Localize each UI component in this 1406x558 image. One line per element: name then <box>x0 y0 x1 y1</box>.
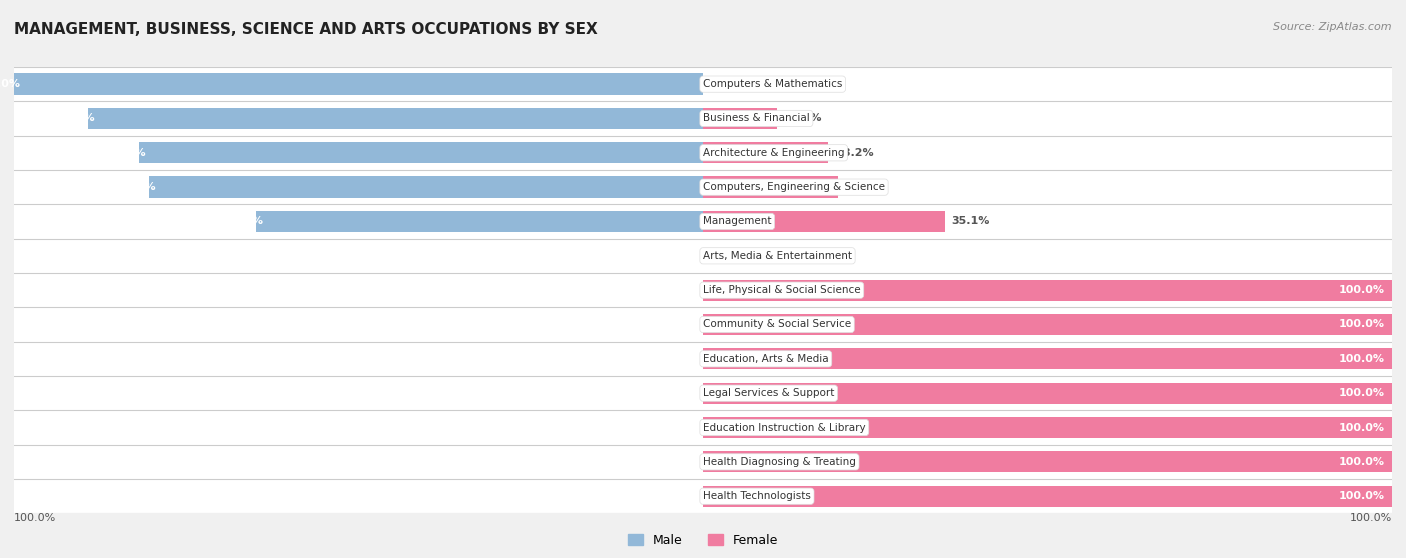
Bar <box>703 417 1392 438</box>
Bar <box>703 273 1392 307</box>
Text: 0.0%: 0.0% <box>700 354 730 364</box>
Bar <box>14 239 703 273</box>
Text: 100.0%: 100.0% <box>1339 354 1385 364</box>
Text: Health Technologists: Health Technologists <box>703 491 811 501</box>
Bar <box>703 451 1392 473</box>
Bar <box>703 102 1392 136</box>
Text: Community & Social Service: Community & Social Service <box>703 320 851 329</box>
Text: 81.8%: 81.8% <box>108 148 146 158</box>
Text: 0.0%: 0.0% <box>700 422 730 432</box>
Bar <box>139 142 703 163</box>
Text: Legal Services & Support: Legal Services & Support <box>703 388 834 398</box>
Text: 100.0%: 100.0% <box>1339 285 1385 295</box>
Text: 0.0%: 0.0% <box>700 251 730 261</box>
Text: Management: Management <box>703 217 772 227</box>
Bar <box>14 102 703 136</box>
Bar <box>149 176 703 198</box>
Bar <box>703 479 1392 513</box>
Bar <box>703 376 1392 410</box>
Text: 19.6%: 19.6% <box>845 182 884 192</box>
Text: 100.0%: 100.0% <box>1339 388 1385 398</box>
Legend: Male, Female: Male, Female <box>623 529 783 552</box>
Bar <box>703 280 1392 301</box>
Bar <box>703 136 1392 170</box>
Text: 18.2%: 18.2% <box>835 148 875 158</box>
Bar <box>703 108 776 129</box>
Text: Computers, Engineering & Science: Computers, Engineering & Science <box>703 182 884 192</box>
Text: Business & Financial: Business & Financial <box>703 113 810 123</box>
Bar <box>703 204 1392 239</box>
Bar <box>14 479 703 513</box>
Bar <box>14 74 703 95</box>
Text: Education, Arts & Media: Education, Arts & Media <box>703 354 828 364</box>
Text: 35.1%: 35.1% <box>952 217 990 227</box>
Bar <box>703 170 1392 204</box>
Bar <box>256 211 703 232</box>
Text: 10.7%: 10.7% <box>783 113 823 123</box>
Bar <box>14 445 703 479</box>
Bar <box>14 376 703 410</box>
Bar <box>703 341 1392 376</box>
Text: 100.0%: 100.0% <box>1339 457 1385 467</box>
Bar <box>703 485 1392 507</box>
Text: 0.0%: 0.0% <box>700 491 730 501</box>
Text: 100.0%: 100.0% <box>1350 513 1392 523</box>
Bar <box>703 383 1392 404</box>
Text: Education Instruction & Library: Education Instruction & Library <box>703 422 866 432</box>
Bar <box>703 211 945 232</box>
Bar <box>14 341 703 376</box>
Bar <box>703 142 828 163</box>
Text: 100.0%: 100.0% <box>14 513 56 523</box>
Bar <box>14 204 703 239</box>
Bar <box>703 314 1392 335</box>
Bar <box>14 273 703 307</box>
Text: 100.0%: 100.0% <box>1339 422 1385 432</box>
Bar <box>14 170 703 204</box>
Text: Source: ZipAtlas.com: Source: ZipAtlas.com <box>1274 22 1392 32</box>
Text: Architecture & Engineering: Architecture & Engineering <box>703 148 845 158</box>
Text: 0.0%: 0.0% <box>706 251 737 261</box>
Text: 0.0%: 0.0% <box>700 457 730 467</box>
Bar <box>14 410 703 445</box>
Text: Life, Physical & Social Science: Life, Physical & Social Science <box>703 285 860 295</box>
Text: 80.4%: 80.4% <box>117 182 156 192</box>
Bar <box>703 348 1392 369</box>
Text: 64.9%: 64.9% <box>224 217 263 227</box>
Text: Arts, Media & Entertainment: Arts, Media & Entertainment <box>703 251 852 261</box>
Text: 100.0%: 100.0% <box>1339 320 1385 329</box>
Bar <box>14 67 703 102</box>
Bar <box>14 307 703 341</box>
Text: Health Diagnosing & Treating: Health Diagnosing & Treating <box>703 457 856 467</box>
Bar <box>703 239 1392 273</box>
Bar <box>703 176 838 198</box>
Text: 0.0%: 0.0% <box>706 79 737 89</box>
Text: 0.0%: 0.0% <box>700 388 730 398</box>
Bar <box>703 67 1392 102</box>
Text: MANAGEMENT, BUSINESS, SCIENCE AND ARTS OCCUPATIONS BY SEX: MANAGEMENT, BUSINESS, SCIENCE AND ARTS O… <box>14 22 598 37</box>
Bar <box>703 307 1392 341</box>
Text: 100.0%: 100.0% <box>1339 491 1385 501</box>
Bar <box>14 136 703 170</box>
Text: Computers & Mathematics: Computers & Mathematics <box>703 79 842 89</box>
Bar <box>703 445 1392 479</box>
Text: 89.3%: 89.3% <box>56 113 94 123</box>
Text: 100.0%: 100.0% <box>0 79 21 89</box>
Bar <box>87 108 703 129</box>
Text: 0.0%: 0.0% <box>700 285 730 295</box>
Text: 0.0%: 0.0% <box>700 320 730 329</box>
Bar <box>703 410 1392 445</box>
